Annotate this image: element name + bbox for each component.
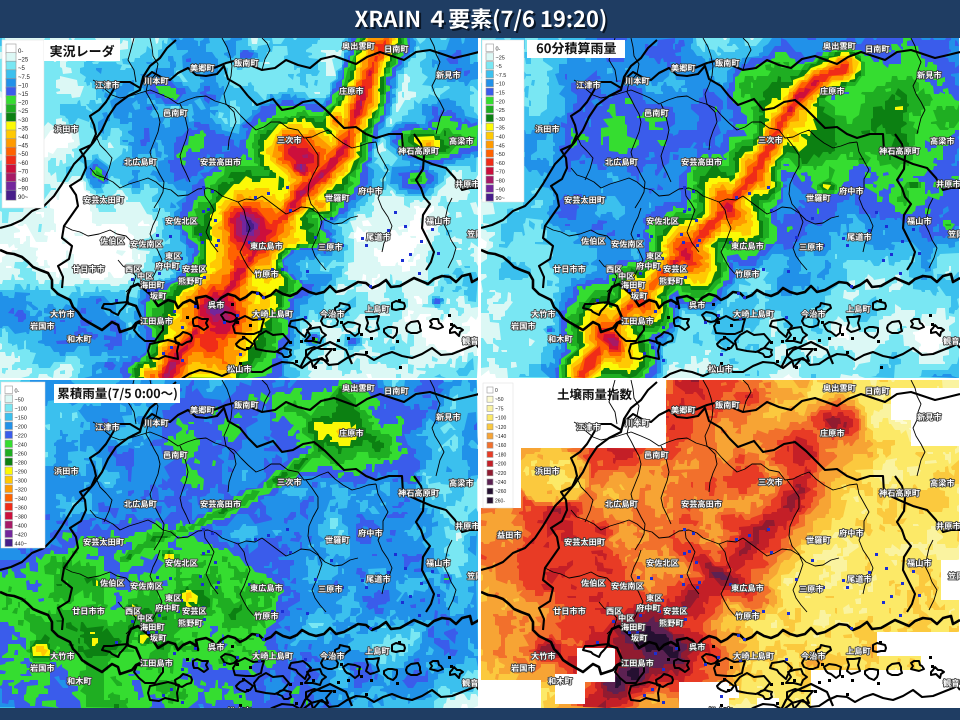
svg-text:~45: ~45 xyxy=(496,143,505,149)
svg-text:~380: ~380 xyxy=(15,515,27,521)
svg-text:~35: ~35 xyxy=(18,126,29,132)
svg-text:~70: ~70 xyxy=(496,170,505,176)
svg-text:~200: ~200 xyxy=(495,462,506,468)
svg-text:~240: ~240 xyxy=(15,443,27,449)
svg-text:~10: ~10 xyxy=(496,82,505,88)
svg-text:~80: ~80 xyxy=(18,178,29,184)
svg-text:~60: ~60 xyxy=(18,161,29,167)
svg-text:~45: ~45 xyxy=(18,144,29,150)
svg-text:~120: ~120 xyxy=(495,425,506,431)
svg-text:~7.5: ~7.5 xyxy=(496,73,507,79)
svg-text:~70: ~70 xyxy=(18,169,29,175)
svg-text:~280: ~280 xyxy=(15,461,27,467)
svg-text:~180: ~180 xyxy=(495,452,506,458)
svg-text:~50: ~50 xyxy=(15,398,24,404)
svg-text:~140: ~140 xyxy=(495,434,506,440)
svg-text:~75: ~75 xyxy=(495,406,504,412)
svg-text:~400: ~400 xyxy=(15,524,27,530)
svg-text:~50: ~50 xyxy=(18,152,29,158)
svg-text:~200: ~200 xyxy=(15,425,27,431)
svg-text:~90: ~90 xyxy=(18,187,29,193)
svg-text:~100: ~100 xyxy=(495,416,506,422)
svg-text:~100: ~100 xyxy=(15,407,27,413)
svg-text:~260: ~260 xyxy=(495,489,506,495)
svg-text:~60: ~60 xyxy=(496,161,505,167)
svg-text:~35: ~35 xyxy=(496,126,505,132)
svg-text:~80: ~80 xyxy=(496,179,505,185)
svg-text:~360: ~360 xyxy=(15,506,27,512)
svg-text:~25: ~25 xyxy=(18,109,29,115)
svg-text:~240: ~240 xyxy=(495,480,506,486)
svg-text:~340: ~340 xyxy=(15,497,27,503)
svg-text:90~: 90~ xyxy=(18,195,29,201)
svg-text:~40: ~40 xyxy=(496,135,505,141)
svg-text:~220: ~220 xyxy=(15,434,27,440)
svg-text:260-: 260- xyxy=(495,498,505,504)
svg-text:0: 0 xyxy=(495,388,498,394)
svg-text:~90: ~90 xyxy=(496,187,505,193)
svg-text:~420: ~420 xyxy=(15,533,27,539)
svg-text:~25: ~25 xyxy=(496,55,505,61)
svg-text:440~: 440~ xyxy=(15,542,27,548)
svg-text:0-: 0- xyxy=(18,49,23,55)
svg-text:~150: ~150 xyxy=(15,416,27,422)
svg-text:~25: ~25 xyxy=(18,58,29,64)
svg-text:~5: ~5 xyxy=(18,66,26,72)
svg-text:~10: ~10 xyxy=(18,83,29,89)
svg-text:~25: ~25 xyxy=(496,108,505,114)
svg-text:~20: ~20 xyxy=(18,101,29,107)
svg-text:~15: ~15 xyxy=(496,91,505,97)
svg-text:~160: ~160 xyxy=(495,443,506,449)
svg-text:~30: ~30 xyxy=(18,118,29,124)
svg-text:~260: ~260 xyxy=(15,452,27,458)
svg-text:~7.5: ~7.5 xyxy=(18,75,31,81)
svg-text:~30: ~30 xyxy=(496,117,505,123)
svg-text:~320: ~320 xyxy=(15,488,27,494)
svg-text:~15: ~15 xyxy=(18,92,29,98)
svg-text:0-: 0- xyxy=(496,47,501,53)
svg-text:~20: ~20 xyxy=(496,99,505,105)
svg-text:~290: ~290 xyxy=(15,470,27,476)
svg-text:90~: 90~ xyxy=(496,196,505,202)
svg-text:~5: ~5 xyxy=(496,64,502,70)
svg-text:~50: ~50 xyxy=(496,152,505,158)
svg-text:~220: ~220 xyxy=(495,471,506,477)
svg-text:~50: ~50 xyxy=(495,397,504,403)
svg-text:~300: ~300 xyxy=(15,479,27,485)
svg-text:0-: 0- xyxy=(15,389,20,395)
svg-text:~40: ~40 xyxy=(18,135,29,141)
